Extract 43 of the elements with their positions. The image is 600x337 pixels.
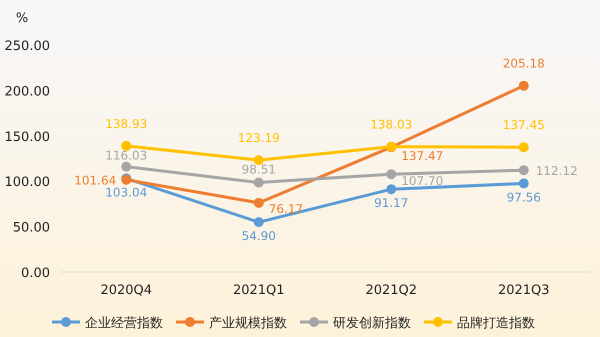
data-label: 76.17 (268, 202, 304, 216)
legend-label: 企业经营指数 (85, 316, 163, 331)
legend-label: 品牌打造指数 (457, 316, 535, 331)
y-tick-label: 50.00 (12, 220, 50, 236)
point (518, 80, 529, 91)
point (121, 140, 132, 151)
data-label: 205.18 (502, 56, 545, 71)
data-label: 137.47 (401, 149, 444, 164)
y-axis-title: % (16, 11, 28, 26)
data-label: 54.90 (242, 229, 276, 244)
y-tick-label: 250.00 (4, 39, 50, 54)
data-label: 123.19 (238, 131, 280, 146)
data-label: 138.93 (105, 116, 148, 131)
point (254, 155, 264, 166)
legend-label: 产业规模指数 (209, 316, 287, 331)
point (386, 184, 396, 194)
y-tick-label: 200.00 (4, 84, 50, 100)
point (518, 142, 529, 152)
point (518, 178, 529, 188)
data-label: 137.45 (502, 118, 545, 132)
y-tick-label: 0.00 (21, 266, 50, 281)
point (518, 165, 529, 176)
y-tick-label: 150.00 (4, 130, 50, 145)
data-label: 138.03 (370, 118, 412, 132)
data-label: 116.03 (105, 148, 148, 163)
x-tick-label: 2021Q3 (498, 283, 550, 298)
data-label: 103.04 (105, 185, 148, 200)
x-tick-label: 2020Q4 (100, 283, 152, 298)
point (386, 169, 396, 180)
point (254, 217, 264, 228)
point (254, 178, 264, 188)
data-label: 97.56 (506, 190, 541, 204)
legend-label: 研发创新指数 (333, 316, 411, 331)
point (254, 198, 264, 208)
x-tick-label: 2021Q2 (365, 283, 418, 298)
data-label: 91.17 (374, 196, 408, 210)
data-label: 107.70 (401, 174, 444, 188)
data-label: 98.51 (242, 162, 276, 177)
y-tick-label: 100.00 (4, 175, 50, 190)
point (121, 162, 132, 172)
data-label: 101.64 (74, 174, 116, 188)
x-tick-label: 2021Q1 (232, 283, 285, 298)
data-label: 112.12 (536, 164, 578, 178)
